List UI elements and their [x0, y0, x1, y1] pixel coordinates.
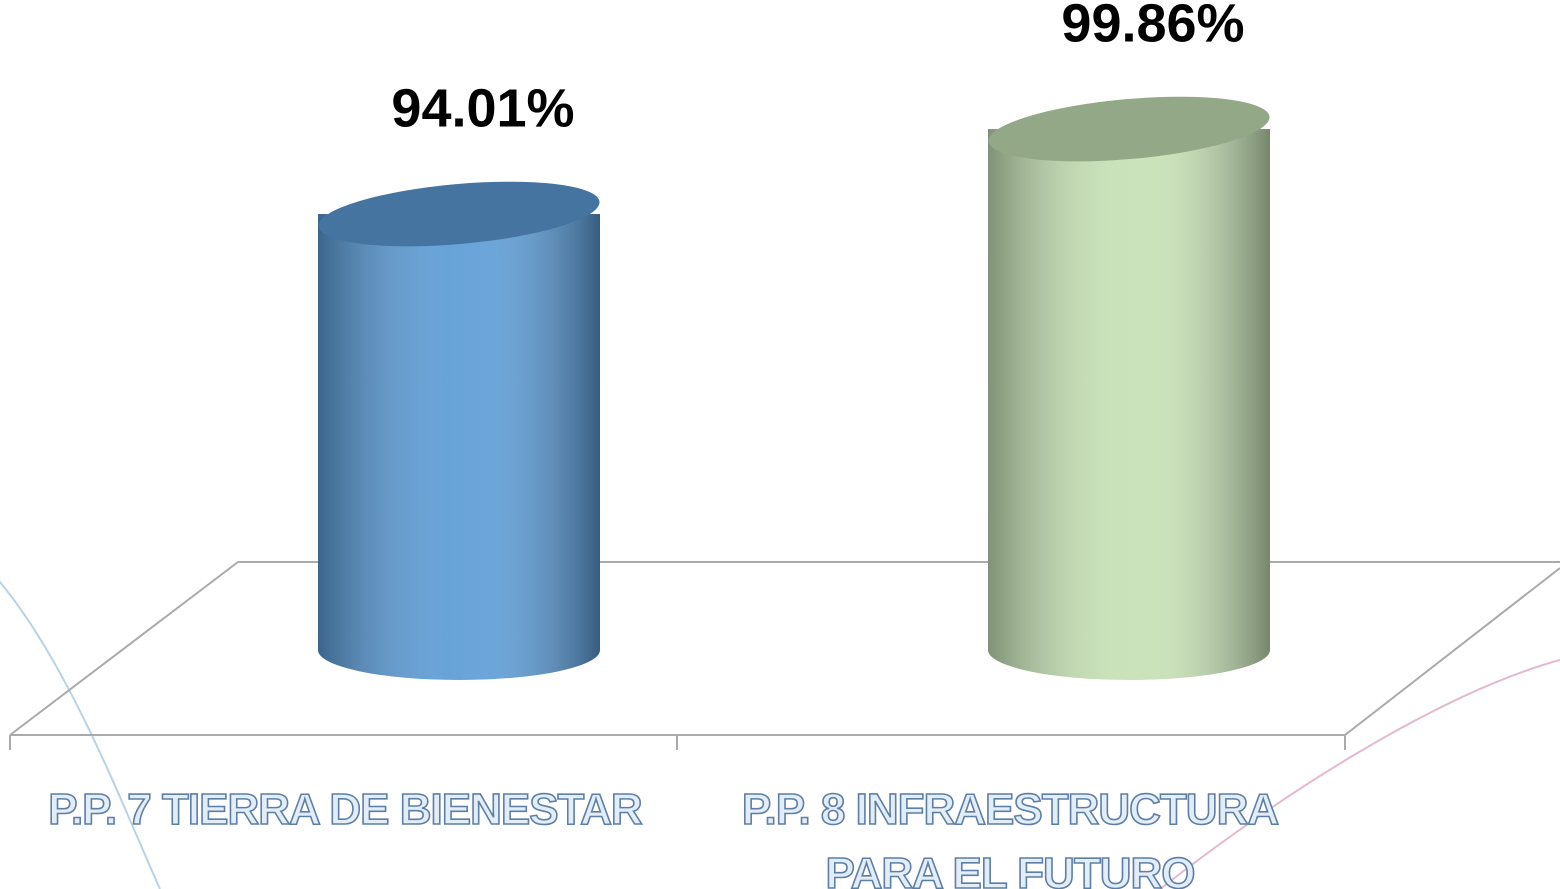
cylinder-top	[988, 96, 1270, 162]
cylinder-top	[318, 181, 600, 247]
decor-arc	[0, 580, 161, 889]
floor-side	[1344, 567, 1560, 736]
value-label: 99.86%	[1061, 0, 1244, 53]
category-label: P.P. 8 INFRAESTRUCTURA PARA EL FUTURO	[741, 784, 1280, 889]
value-label: 94.01%	[391, 78, 574, 138]
cylinder-body-shade	[318, 214, 600, 650]
decor-arc	[1159, 659, 1560, 889]
floor-side	[9, 561, 239, 736]
floor	[9, 561, 1560, 750]
cylinder-top-shade	[318, 181, 600, 247]
cylinder-top-shade	[988, 96, 1270, 162]
cylinder-body-shade	[988, 129, 1270, 651]
category-label: P.P. 7 TIERRA DE BIENESTAR	[47, 784, 643, 835]
